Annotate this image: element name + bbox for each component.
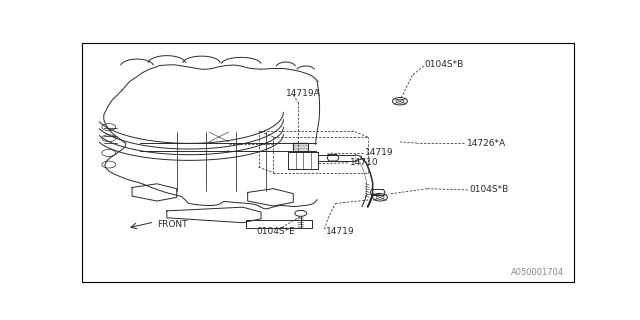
Text: A050001704: A050001704	[511, 268, 564, 277]
Text: 14710: 14710	[350, 158, 379, 167]
Text: 0104S*B: 0104S*B	[425, 60, 464, 69]
Text: 14719A: 14719A	[286, 89, 321, 98]
Text: 14719: 14719	[365, 148, 394, 157]
Text: 0104S*E: 0104S*E	[256, 227, 295, 236]
Text: 0104S*B: 0104S*B	[469, 185, 509, 195]
Text: 14726*A: 14726*A	[467, 139, 506, 148]
Text: FRONT: FRONT	[157, 220, 188, 229]
Text: 14719: 14719	[326, 227, 354, 236]
